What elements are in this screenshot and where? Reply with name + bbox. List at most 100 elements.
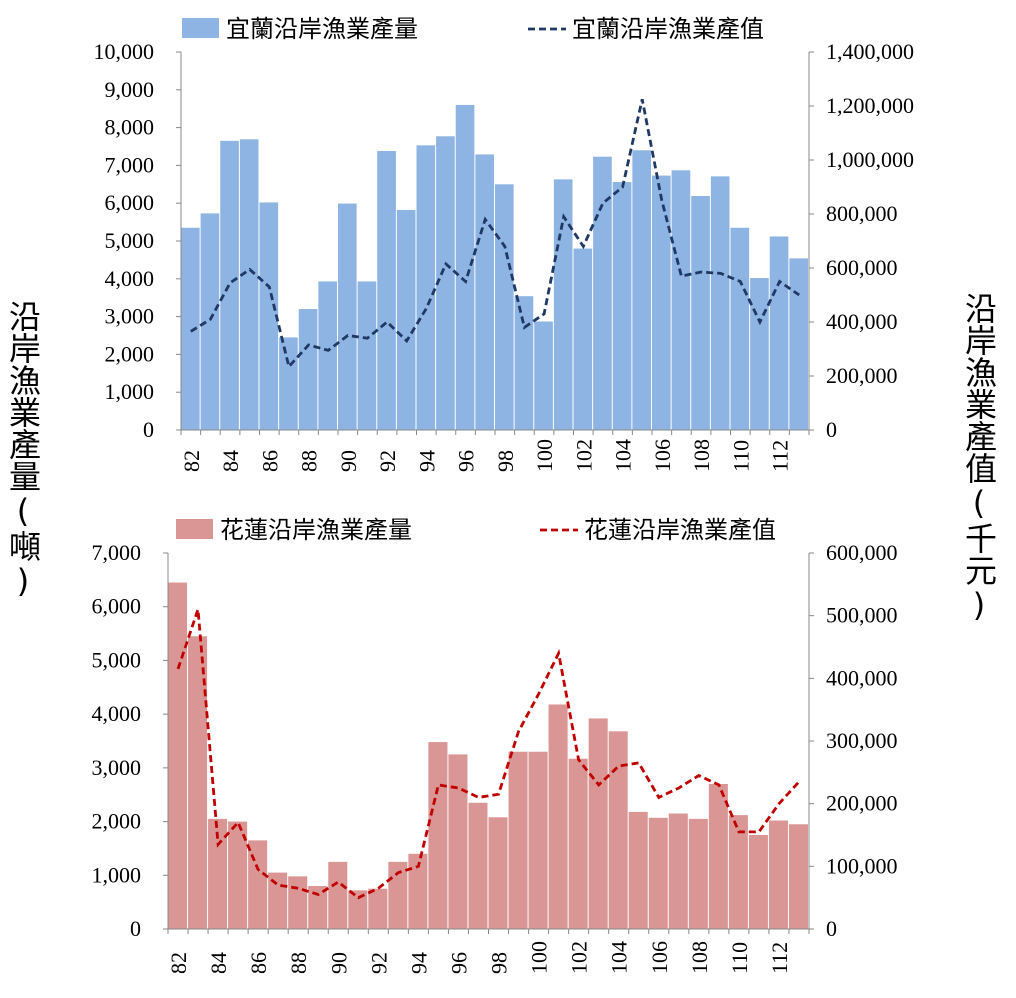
- hualien-left-tick-label: 3,000: [92, 755, 142, 780]
- hualien-bar: [308, 886, 328, 929]
- hualien-left-tick-label: 4,000: [92, 701, 142, 726]
- hualien-bar: [568, 758, 588, 929]
- hualien-left-tick-label: 2,000: [92, 809, 142, 834]
- yilan-x-tick-label: 112: [768, 440, 793, 472]
- hualien-bar: [208, 818, 228, 929]
- hualien-bar: [748, 835, 768, 929]
- yilan-bar: [710, 176, 730, 430]
- yilan-bar: [652, 175, 671, 430]
- hualien-left-tick-label: 7,000: [92, 540, 142, 565]
- yilan-bar: [691, 196, 710, 430]
- hualien-bar: [368, 888, 388, 929]
- hualien-bar: [548, 704, 568, 929]
- yilan-right-tick-label: 1,200,000: [826, 93, 914, 118]
- yilan-x-tick-label: 98: [493, 450, 518, 472]
- yilan-bar: [318, 281, 337, 430]
- yilan-left-tick-label: 9,000: [105, 77, 155, 102]
- yilan-bar: [181, 227, 200, 430]
- hualien-x-tick-label: 108: [687, 941, 712, 974]
- yilan-bar: [769, 236, 789, 430]
- yilan-left-tick-label: 0: [143, 417, 154, 442]
- hualien-x-tick-label: 96: [446, 952, 471, 974]
- yilan-left-tick-label: 2,000: [105, 341, 155, 366]
- yilan-bar: [573, 248, 593, 430]
- hualien-left-tick-label: 6,000: [92, 594, 142, 619]
- hualien-x-tick-label: 106: [647, 941, 672, 974]
- hualien-right-tick-label: 400,000: [826, 665, 898, 690]
- yilan-bar: [475, 154, 494, 431]
- yilan-x-tick-label: 92: [375, 450, 400, 472]
- yilan-x-tick-label: 100: [532, 439, 557, 472]
- yilan-bar: [239, 139, 259, 430]
- yilan-left-tick-label: 6,000: [105, 190, 155, 215]
- yilan-bar: [750, 278, 769, 430]
- hualien-left-tick-label: 1,000: [92, 862, 142, 887]
- yilan-x-tick-label: 102: [571, 439, 596, 472]
- yilan-right-tick-label: 600,000: [826, 255, 898, 280]
- hualien-x-tick-label: 104: [607, 941, 632, 974]
- yilan-bar: [632, 150, 651, 430]
- yilan-bar: [377, 151, 396, 430]
- hualien-bar: [728, 815, 748, 929]
- hualien-legend-bar-swatch: [176, 519, 213, 539]
- yilan-right-tick-label: 0: [826, 417, 837, 442]
- yilan-bar: [671, 170, 691, 430]
- hualien-x-tick-label: 94: [406, 952, 431, 974]
- hualien-bar: [448, 754, 468, 929]
- hualien-bar: [408, 853, 428, 929]
- hualien-x-tick-label: 86: [246, 952, 271, 974]
- yilan-x-tick-label: 94: [414, 450, 439, 472]
- yilan-bar: [298, 309, 318, 430]
- hualien-bar: [608, 731, 628, 929]
- yilan-bar: [436, 136, 455, 430]
- hualien-x-tick-label: 98: [487, 952, 512, 974]
- yilan-x-tick-label: 86: [257, 450, 282, 472]
- hualien-bar: [528, 751, 548, 929]
- yilan-legend-bar-swatch: [182, 18, 219, 38]
- yilan-x-tick-label: 84: [218, 450, 243, 472]
- yilan-bar: [612, 182, 632, 430]
- yilan-right-tick-label: 1,000,000: [826, 147, 914, 172]
- hualien-x-tick-label: 90: [326, 952, 351, 974]
- hualien-bar: [468, 802, 488, 929]
- yilan-right-tick-label: 200,000: [826, 363, 898, 388]
- hualien-value-line: [176, 608, 801, 900]
- hualien-bar: [288, 876, 308, 929]
- yilan-right-tick-label: 1,400,000: [826, 39, 914, 64]
- hualien-bar: [428, 742, 448, 929]
- hualien-x-tick-label: 110: [727, 942, 752, 974]
- yilan-bar: [259, 202, 279, 430]
- hualien-bar: [168, 582, 188, 929]
- yilan-right-tick-label: 400,000: [826, 309, 898, 334]
- yilan-bar: [789, 258, 808, 430]
- hualien-right-tick-label: 300,000: [826, 728, 898, 753]
- hualien-bar: [668, 813, 688, 929]
- yilan-left-tick-label: 1,000: [105, 379, 155, 404]
- yilan-x-tick-label: 82: [179, 450, 204, 472]
- yilan-x-tick-label: 108: [689, 439, 714, 472]
- yilan-x-tick-label: 106: [650, 439, 675, 472]
- yilan-left-tick-label: 3,000: [105, 304, 155, 329]
- hualien-x-tick-label: 92: [366, 952, 391, 974]
- hualien-bar: [628, 811, 648, 929]
- hualien-right-tick-label: 600,000: [826, 540, 898, 565]
- yilan-value-line: [190, 98, 800, 370]
- hualien-bar: [768, 820, 788, 929]
- hualien-right-tick-label: 500,000: [826, 603, 898, 628]
- hualien-bar: [348, 890, 368, 929]
- yilan-bar: [200, 213, 220, 430]
- yilan-right-tick-label: 800,000: [826, 201, 898, 226]
- hualien-bar: [188, 636, 208, 929]
- yilan-bar: [357, 281, 377, 430]
- yilan-bar: [396, 210, 416, 430]
- hualien-bar: [588, 718, 608, 929]
- hualien-right-tick-label: 100,000: [826, 853, 898, 878]
- hualien-bar: [248, 840, 268, 929]
- hualien-bar: [488, 817, 508, 929]
- yilan-x-tick-label: 96: [454, 450, 479, 472]
- yilan-bar: [495, 184, 514, 430]
- yilan-bar: [338, 203, 357, 430]
- yilan-x-tick-label: 110: [728, 440, 753, 472]
- y-axis-right-label: 沿岸漁業產值(千元): [960, 292, 998, 624]
